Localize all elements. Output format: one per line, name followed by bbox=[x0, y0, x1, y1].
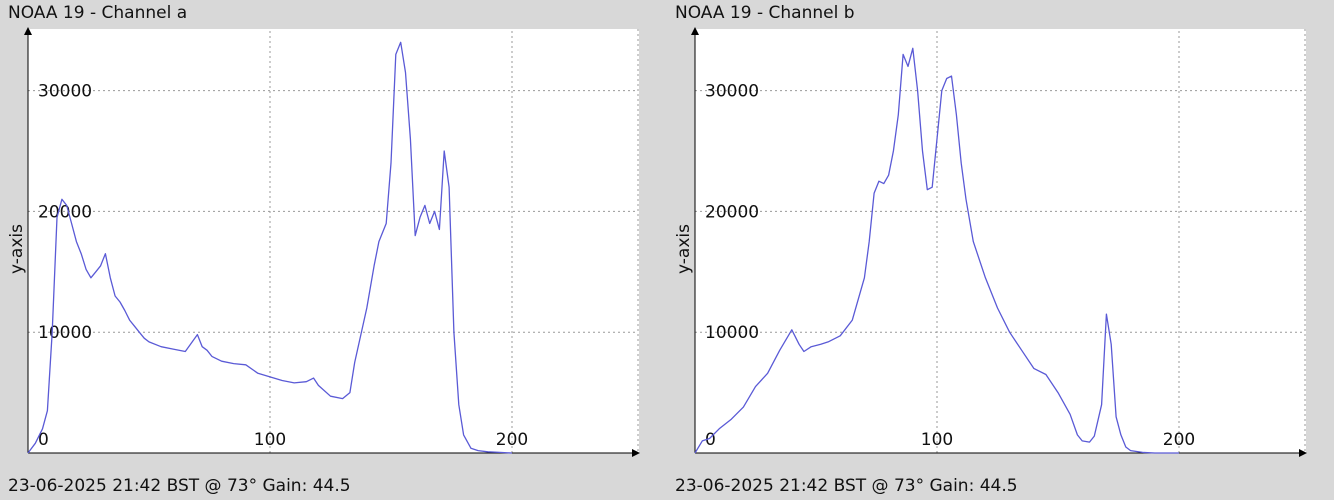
status-footer: 23-06-2025 21:42 BST @ 73° Gain: 44.5 bbox=[675, 476, 1018, 496]
y-axis-arrow-icon bbox=[691, 27, 699, 35]
y-tick-label: 10000 bbox=[705, 323, 759, 343]
series-line bbox=[694, 47, 1179, 454]
x-tick-label: 0 bbox=[38, 430, 49, 450]
plot-area bbox=[695, 29, 1306, 453]
y-tick-label: 30000 bbox=[38, 82, 92, 102]
x-tick-label: 100 bbox=[254, 430, 286, 450]
y-tick-label: 20000 bbox=[705, 202, 759, 222]
x-tick-label: 0 bbox=[705, 430, 716, 450]
plot-area bbox=[28, 29, 639, 453]
y-axis-arrow-icon bbox=[24, 27, 32, 35]
x-tick-label: 200 bbox=[1163, 430, 1195, 450]
panel-channel-a: NOAA 19 - Channel a 10000 20000 30000 0 100 2… bbox=[7, 3, 640, 496]
status-footer: 23-06-2025 21:42 BST @ 73° Gain: 44.5 bbox=[8, 476, 351, 496]
y-axis-label: y-axis bbox=[674, 224, 694, 274]
chart-plot-channel-b: 10000 20000 30000 0 100 200 y-axis bbox=[674, 27, 1307, 457]
y-axis-label: y-axis bbox=[7, 224, 27, 274]
chart-plot-channel-a: 10000 20000 30000 0 100 200 y-axis bbox=[7, 27, 640, 457]
chart-title: NOAA 19 - Channel b bbox=[675, 3, 855, 23]
chart-title: NOAA 19 - Channel a bbox=[8, 3, 188, 23]
x-axis-arrow-icon bbox=[632, 449, 640, 457]
series-line bbox=[27, 41, 513, 454]
y-tick-label: 10000 bbox=[38, 323, 92, 343]
y-tick-label: 30000 bbox=[705, 82, 759, 102]
panel-channel-b: NOAA 19 - Channel b 10000 20000 30000 0 100 2… bbox=[667, 0, 1334, 500]
y-tick-label: 20000 bbox=[38, 202, 92, 222]
x-axis-arrow-icon bbox=[1299, 449, 1307, 457]
x-tick-label: 100 bbox=[921, 430, 953, 450]
x-tick-label: 200 bbox=[496, 430, 528, 450]
